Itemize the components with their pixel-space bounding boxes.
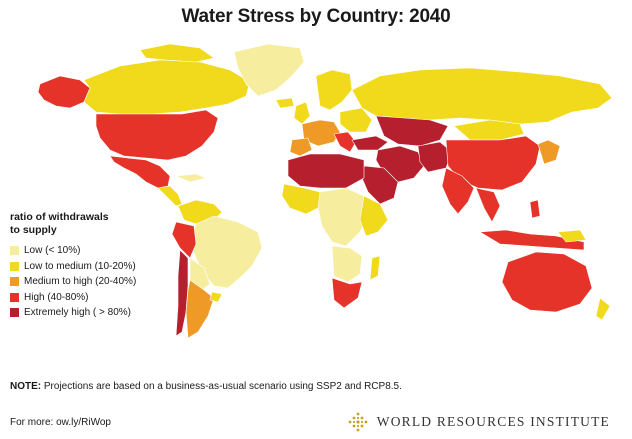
country-uruguay	[209, 291, 223, 303]
legend-title: ratio of withdrawals to supply	[10, 211, 109, 236]
country-brazil	[189, 215, 263, 289]
legend-swatch	[10, 277, 19, 287]
country-east-africa	[359, 195, 389, 237]
country-india	[441, 167, 475, 215]
country-mexico	[109, 155, 171, 189]
legend-label: Medium to high (20-40%)	[24, 276, 137, 288]
legend-swatch	[10, 308, 19, 318]
country-russia	[351, 67, 613, 125]
footer-link-text: For more: ow.ly/RiWop	[10, 417, 111, 428]
country-iceland	[275, 97, 295, 109]
country-south-africa	[331, 277, 363, 309]
country-arabia	[361, 165, 399, 205]
legend-swatch	[10, 261, 19, 271]
legend-item: Low to medium (10-20%)	[10, 259, 180, 275]
country-philippines	[529, 199, 541, 219]
legend-label: Extremely high ( > 80%)	[24, 307, 131, 319]
country-cuba	[175, 173, 207, 183]
legend-label: Low (< 10%)	[24, 245, 81, 257]
country-north-africa	[287, 153, 365, 189]
publisher: WORLD RESOURCES INSTITUTE	[347, 411, 610, 433]
country-turkey	[351, 135, 389, 151]
country-iberia	[289, 137, 313, 157]
legend-item: High (40-80%)	[10, 290, 180, 306]
legend-item: Low (< 10%)	[10, 243, 180, 259]
country-italy-balkans	[333, 131, 357, 153]
country-canada	[83, 59, 251, 115]
country-southern-africa	[331, 245, 363, 283]
country-southeast-asia	[475, 187, 501, 223]
country-madagascar	[369, 255, 381, 281]
note-text: Projections are based on a business-as-u…	[41, 381, 402, 392]
country-uk-ireland	[293, 101, 311, 125]
country-canada-north-islands	[139, 43, 215, 63]
country-papua	[557, 229, 587, 243]
legend: ratio of withdrawals to supply Low (< 10…	[10, 211, 180, 321]
country-central-america	[157, 185, 183, 207]
country-australia	[501, 251, 593, 313]
country-greenland	[233, 43, 305, 97]
country-korea-japan	[537, 139, 561, 165]
country-mongolia	[453, 119, 525, 141]
country-alaska	[37, 75, 91, 109]
country-eastern-europe	[339, 107, 373, 133]
country-new-zealand	[595, 297, 611, 321]
legend-swatch	[10, 246, 19, 256]
country-central-africa	[317, 187, 371, 247]
publisher-name: WORLD RESOURCES INSTITUTE	[376, 414, 610, 429]
country-usa	[95, 109, 219, 161]
country-chile	[175, 249, 189, 337]
legend-items: Low (< 10%) Low to medium (10-20%) Medium …	[10, 243, 180, 321]
legend-item: Medium to high (20-40%)	[10, 274, 180, 290]
country-scandinavia	[315, 69, 353, 111]
country-west-africa	[281, 183, 323, 215]
world-map	[37, 43, 613, 339]
map-title: Water Stress by Country: 2040	[181, 6, 451, 27]
legend-swatch	[10, 292, 19, 302]
country-kazakhstan-central-asia	[375, 115, 449, 147]
note: NOTE: Projections are based on a busines…	[10, 381, 402, 392]
country-indonesia	[479, 229, 585, 251]
legend-label: High (40-80%)	[24, 291, 89, 303]
note-label: NOTE:	[10, 381, 42, 392]
legend-item: Extremely high ( > 80%)	[10, 305, 180, 321]
country-argentina	[185, 279, 215, 339]
wri-logo-icon	[348, 412, 368, 432]
legend-label: Low to medium (10-20%)	[24, 260, 136, 272]
